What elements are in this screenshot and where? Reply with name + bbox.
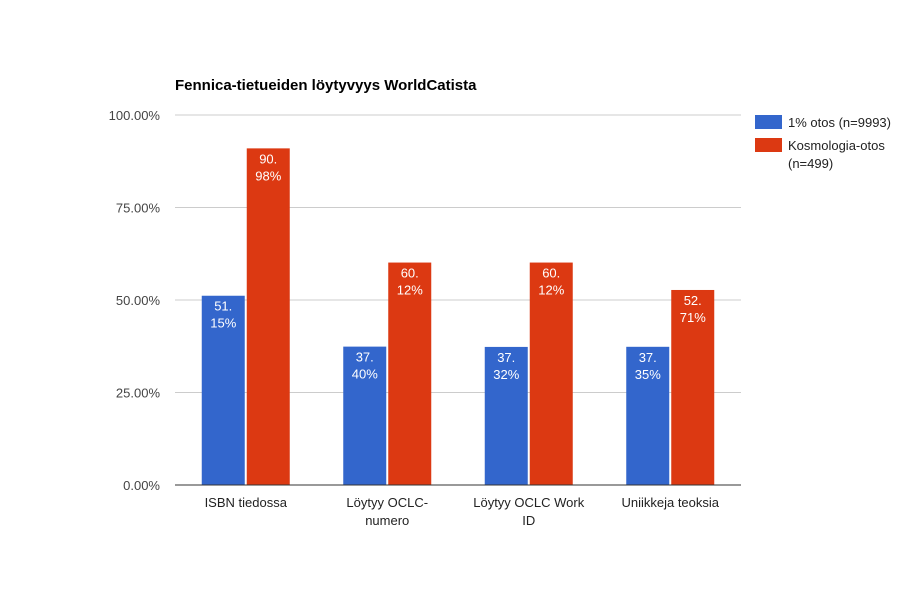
chart-title: Fennica-tietueiden löytyvyys WorldCatist… <box>175 77 477 94</box>
data-label: 40% <box>352 367 378 382</box>
legend-swatch <box>755 115 782 129</box>
data-label: 60. <box>542 266 560 281</box>
bar <box>343 346 387 485</box>
bar <box>529 262 573 485</box>
data-label: 71% <box>680 310 706 325</box>
x-axis-ticks: ISBN tiedossa Löytyy OCLC-numero Löytyy OC… <box>205 495 720 528</box>
bar <box>201 295 245 485</box>
y-tick-label: 0.00% <box>123 478 160 493</box>
bar <box>671 289 715 485</box>
bar <box>484 346 528 485</box>
legend-swatch <box>755 138 782 152</box>
bar <box>246 148 290 485</box>
data-label: 90. <box>259 151 277 166</box>
x-tick-label: ID <box>522 513 535 528</box>
x-tick-label: numero <box>365 513 409 528</box>
legend: 1% otos (n=9993) Kosmologia-otos (n=499) <box>755 115 891 171</box>
data-label: 60. <box>401 266 419 281</box>
data-label: 15% <box>210 316 236 331</box>
data-label: 51. <box>214 299 232 314</box>
data-label: 37. <box>497 350 515 365</box>
y-tick-label: 100.00% <box>109 108 161 123</box>
data-label: 98% <box>255 168 281 183</box>
bars <box>201 148 715 485</box>
y-tick-label: 75.00% <box>116 201 161 216</box>
data-label: 12% <box>538 283 564 298</box>
y-tick-label: 25.00% <box>116 386 161 401</box>
data-label: 35% <box>635 367 661 382</box>
y-axis-ticks: 100.00% 75.00% 50.00% 25.00% 0.00% <box>109 108 161 493</box>
data-label: 37. <box>356 350 374 365</box>
y-tick-label: 50.00% <box>116 293 161 308</box>
data-labels: 51. 15% 90. 98% 37. 40% 60. 12% 37. 32% 60. 12% 37. 3… <box>210 151 706 382</box>
data-label: 32% <box>493 367 519 382</box>
data-label: 12% <box>397 283 423 298</box>
legend-label: 1% otos (n=9993) <box>788 115 891 130</box>
bar <box>388 262 432 485</box>
data-label: 52. <box>684 293 702 308</box>
data-label: 37. <box>639 350 657 365</box>
x-tick-label: Uniikkeja teoksia <box>621 495 719 510</box>
x-tick-label: ISBN tiedossa <box>205 495 288 510</box>
legend-label: (n=499) <box>788 156 833 171</box>
x-tick-label: Löytyy OCLC Work <box>473 495 585 510</box>
x-tick-label: Löytyy OCLC- <box>346 495 428 510</box>
legend-label: Kosmologia-otos <box>788 138 885 153</box>
bar <box>626 346 670 485</box>
